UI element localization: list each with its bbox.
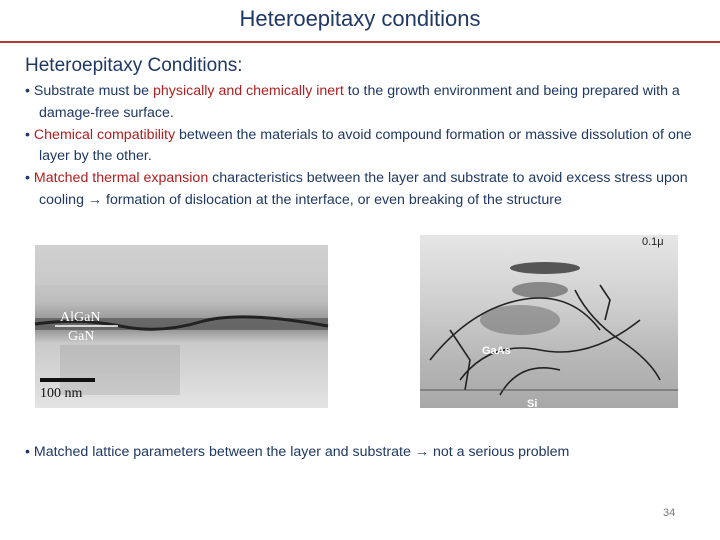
bullet-text: characteristics between the layer and su… (39, 170, 688, 208)
tem-image-right: 0.1μ GaAs Si (420, 235, 678, 410)
image-label: GaAs (482, 345, 511, 357)
bullet-text: • (25, 126, 34, 143)
bullet-text: between the materials to avoid compound … (39, 126, 692, 165)
footer-bullet: • Matched lattice parameters between the… (25, 444, 570, 460)
bullet-text: • (25, 170, 34, 187)
emphasis-text: Matched thermal expansion (33, 170, 209, 187)
title-rule (0, 41, 720, 43)
image-label: Si (527, 398, 537, 410)
section-heading: Heteroepitaxy Conditions: (25, 55, 243, 76)
page-number: 34 (663, 507, 676, 519)
emphasis-text: physically and chemically inert (153, 83, 344, 99)
image-label: 0.1μ (642, 236, 664, 248)
tem-image-left: AlGaN GaN 100 nm (34, 245, 329, 408)
bullet-text: to the growth environment and being prep… (39, 83, 680, 121)
image-label: 100 nm (40, 386, 83, 401)
bullet: • Chemical compatibility between the mat… (25, 125, 697, 169)
bullet-list: • Substrate must be physically and chemi… (25, 81, 697, 212)
bullet: • Matched thermal expansion characterist… (25, 168, 697, 212)
bullet: • Substrate must be physically and chemi… (25, 81, 697, 125)
slide-title: Heteroepitaxy conditions (239, 6, 481, 31)
image-label: GaN (68, 329, 94, 344)
emphasis-text: Chemical compatibility (33, 126, 176, 143)
bullet-text: • Substrate must be (25, 83, 153, 99)
image-label: AlGaN (60, 310, 100, 325)
